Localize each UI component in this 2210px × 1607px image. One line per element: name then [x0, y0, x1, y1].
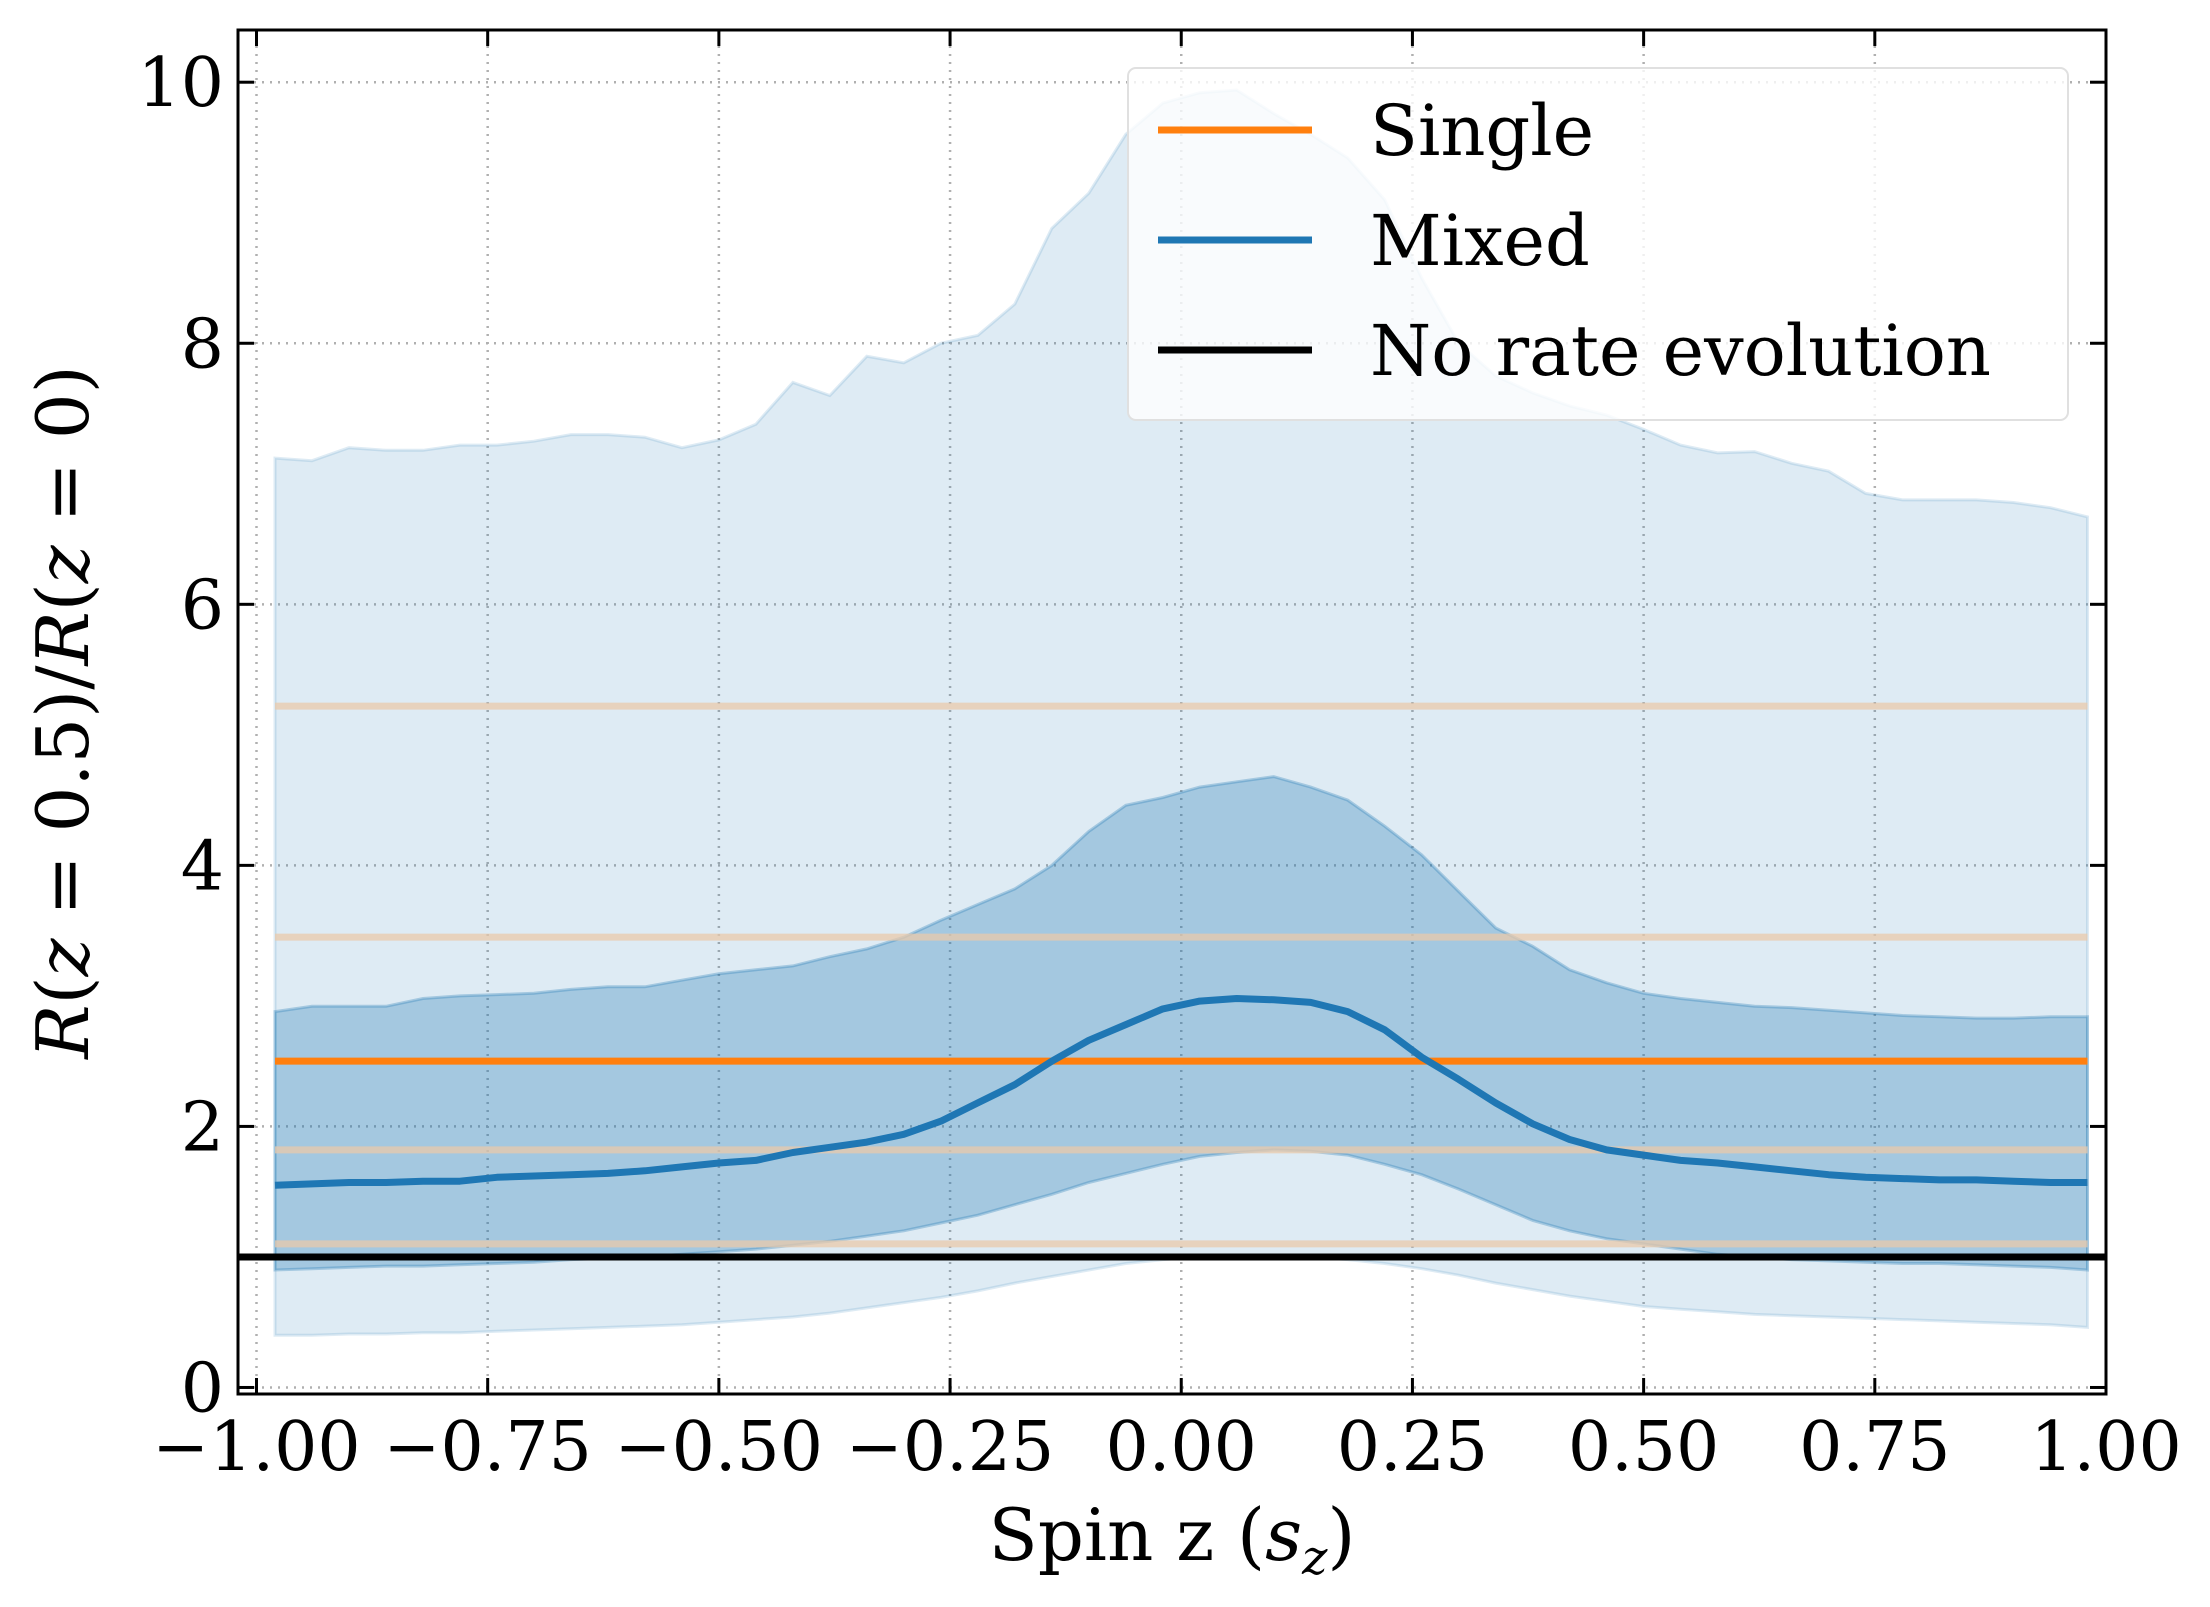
mixed-outer-band	[273, 88, 2089, 1337]
plot-frame	[236, 28, 2108, 1396]
y-tick-label: 8	[181, 305, 224, 384]
x-tick-label: −0.75	[383, 1408, 591, 1487]
x-tick-label: 0.25	[1337, 1408, 1488, 1487]
y-tick-label: 4	[181, 827, 224, 906]
x-tick-label: −0.25	[846, 1408, 1054, 1487]
x-tick-label: −0.50	[615, 1408, 823, 1487]
x-tick-label: 0.00	[1106, 1408, 1257, 1487]
y-tick-label: 6	[181, 566, 224, 645]
y-tick-label: 10	[137, 44, 224, 123]
legend-label-single: Single	[1370, 90, 1594, 172]
series-lines	[238, 702, 2106, 1261]
x-axis-label: Spin z (sz)	[989, 1493, 1356, 1586]
x-tick-label: 0.75	[1799, 1408, 1950, 1487]
legend-label-no-rate-evolution: No rate evolution	[1370, 310, 1991, 392]
x-tick-label: 1.00	[2030, 1408, 2181, 1487]
y-tick-label: 0	[181, 1349, 224, 1428]
y-axis-label: R(z = 0.5)/R(z = 0)	[21, 365, 105, 1060]
x-tick-label: −1.00	[152, 1408, 360, 1487]
mixed-median-line	[274, 995, 2088, 1189]
legend: Single Mixed No rate evolution	[1127, 67, 2069, 421]
y-tick-label: 2	[181, 1088, 224, 1167]
legend-label-mixed: Mixed	[1370, 200, 1590, 282]
x-tick-label: 0.50	[1568, 1408, 1719, 1487]
legend-box	[1127, 67, 2069, 421]
axis-ticks: −1.00 −0.75 −0.50 −0.25 0.00 0.25 0.50 0.75 1.00…	[137, 30, 2182, 1487]
